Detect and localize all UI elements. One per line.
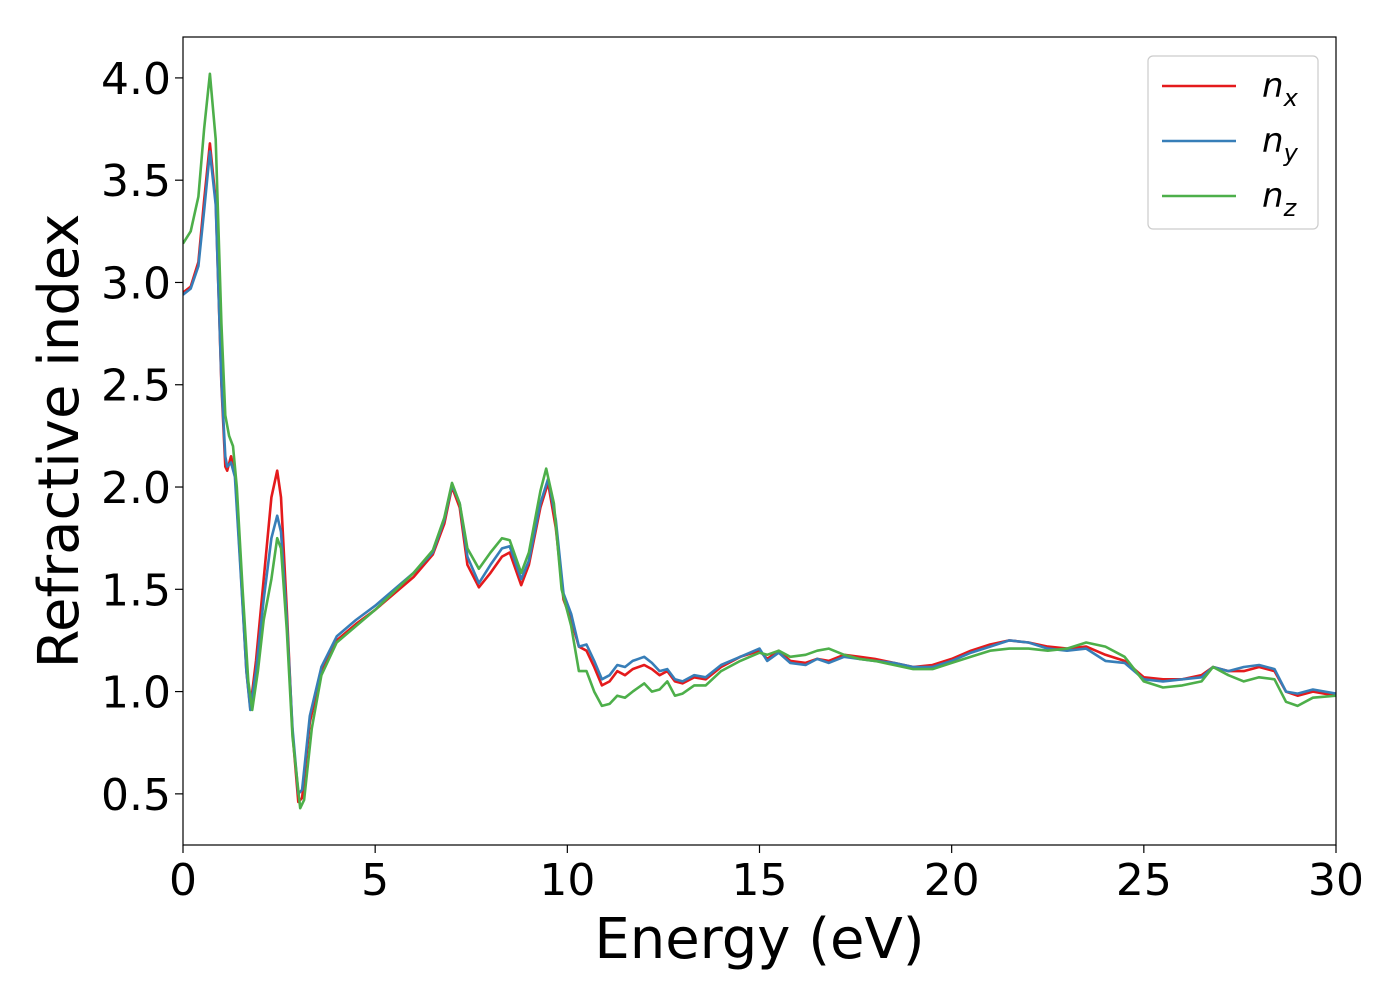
series-line-ny	[183, 150, 1336, 796]
legend-label-nx: nx	[1262, 66, 1299, 112]
y-axis: 0.5 1.0 1.5 2.0 2.5 3.0 3.5 4.0	[101, 54, 183, 821]
x-axis-label: Energy (eV)	[594, 907, 924, 972]
y-tick-label: 3.5	[101, 156, 171, 207]
y-tick-label: 1.0	[101, 668, 171, 719]
y-tick-label: 0.5	[101, 770, 171, 821]
x-tick-label: 30	[1308, 855, 1364, 906]
y-tick-label: 2.0	[101, 463, 171, 514]
series-line-nx	[183, 142, 1336, 804]
x-tick-label: 5	[361, 855, 389, 906]
x-tick-label: 10	[539, 855, 595, 906]
y-tick-label: 4.0	[101, 54, 171, 105]
y-tick-label: 1.5	[101, 565, 171, 616]
x-tick-label: 0	[169, 855, 197, 906]
y-tick-label: 2.5	[101, 361, 171, 412]
legend-label-nz: nz	[1262, 176, 1298, 222]
x-tick-label: 25	[1116, 855, 1172, 906]
y-axis-label: Refractive index	[27, 214, 92, 669]
legend-box	[1147, 55, 1319, 230]
x-tick-label: 20	[924, 855, 980, 906]
y-tick-label: 3.0	[101, 258, 171, 309]
legend: nx ny nz	[1147, 55, 1319, 230]
series-line-nz	[183, 72, 1336, 810]
legend-label-ny: ny	[1262, 121, 1299, 167]
x-axis: 0 5 10 15 20 25 30	[169, 845, 1364, 906]
series-layer	[183, 72, 1336, 810]
x-tick-label: 15	[732, 855, 788, 906]
